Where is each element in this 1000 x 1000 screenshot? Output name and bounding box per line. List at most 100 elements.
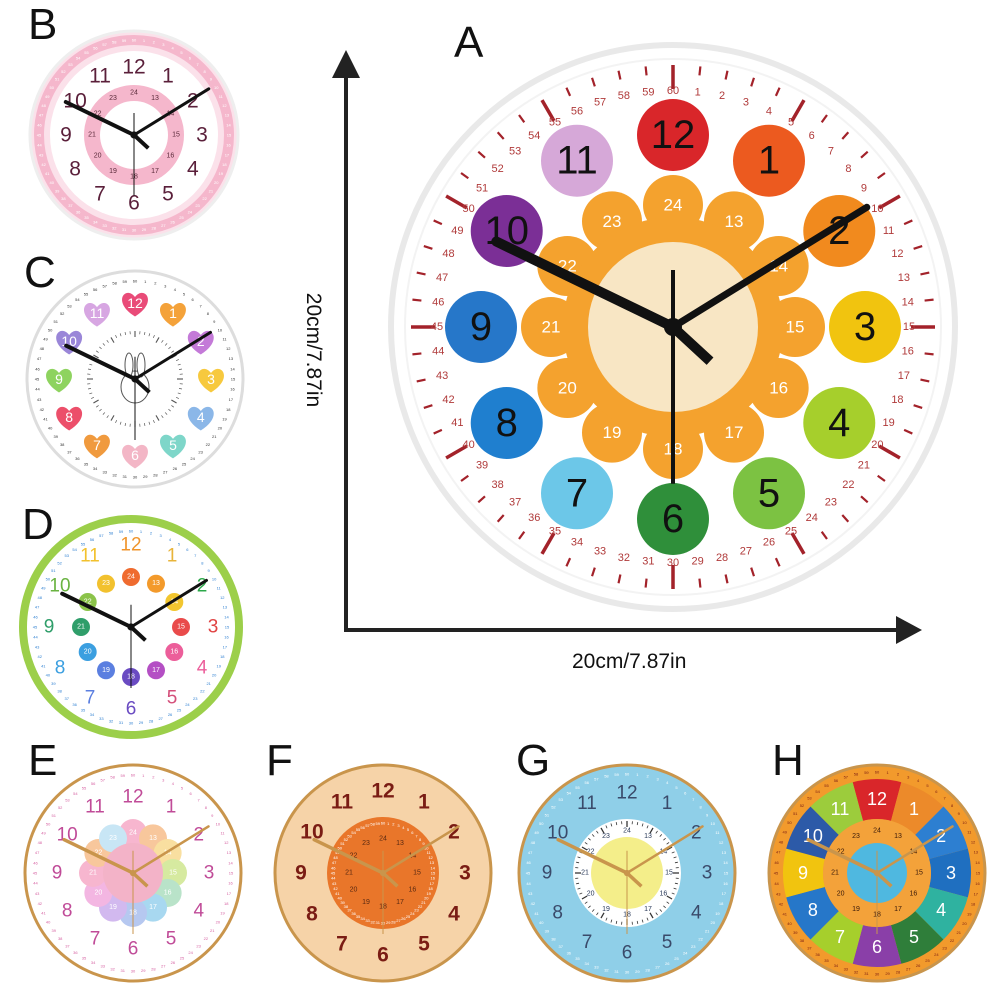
minute-number: 15 bbox=[903, 321, 915, 333]
hour24-number: 19 bbox=[109, 168, 117, 175]
minute-number: 42 bbox=[531, 901, 536, 906]
width-label: 20cm/7.87in bbox=[572, 650, 687, 673]
hour-number: 7 bbox=[582, 932, 593, 953]
minute-number: 45 bbox=[431, 321, 443, 333]
minute-number: 27 bbox=[655, 965, 660, 970]
minute-number: 41 bbox=[41, 664, 46, 669]
minute-number: 26 bbox=[168, 712, 173, 717]
minute-number: 58 bbox=[110, 775, 115, 780]
hour24-number: 15 bbox=[786, 318, 805, 337]
hour-number: 4 bbox=[936, 900, 946, 920]
minute-number: 48 bbox=[40, 346, 45, 351]
hour-number: 1 bbox=[166, 797, 177, 818]
hour24-number: 22 bbox=[587, 849, 595, 856]
minute-number: 37 bbox=[509, 496, 521, 508]
minute-number: 5 bbox=[181, 786, 184, 791]
hour24-number: 19 bbox=[102, 667, 110, 674]
hour24-number: 17 bbox=[152, 667, 160, 674]
minute-number: 29 bbox=[692, 556, 704, 568]
minute-number: 39 bbox=[53, 434, 58, 439]
minute-number: 21 bbox=[956, 930, 961, 935]
minute-number: 6 bbox=[189, 56, 192, 61]
minute-number: 14 bbox=[723, 860, 728, 865]
minute-hand bbox=[131, 825, 210, 875]
minute-number: 44 bbox=[526, 881, 531, 886]
minute-number: 4 bbox=[172, 781, 175, 786]
minute-number: 8 bbox=[951, 803, 954, 808]
minute-number: 15 bbox=[231, 377, 236, 382]
minute-number: 1 bbox=[695, 86, 701, 98]
minute-number: 4 bbox=[169, 537, 172, 542]
center-pin bbox=[623, 869, 631, 877]
clock-e: 60 1 2 3 4 5 6 7 8 9 10 11 12 13 14 15 16 17 18 19 20 21 22 23 2… bbox=[22, 762, 244, 984]
minute-number: 55 bbox=[824, 783, 829, 788]
minute-number: 16 bbox=[723, 881, 728, 886]
hour-segment bbox=[915, 886, 968, 940]
hour24-number: 20 bbox=[84, 649, 92, 656]
minute-number: 2 bbox=[150, 531, 153, 536]
minute-number: 21 bbox=[421, 900, 426, 905]
hour-number: 3 bbox=[208, 617, 219, 638]
minute-number: 17 bbox=[974, 891, 979, 896]
hour24-number: 13 bbox=[149, 835, 157, 842]
minute-number: 20 bbox=[214, 180, 219, 185]
hour-number: 8 bbox=[55, 658, 66, 679]
hour-number: 7 bbox=[90, 928, 101, 949]
minute-number: 34 bbox=[91, 960, 96, 965]
hour24-number: 23 bbox=[602, 833, 610, 840]
hour24-number: 24 bbox=[130, 90, 138, 97]
minute-number: 33 bbox=[844, 967, 849, 972]
minute-number: 6 bbox=[186, 547, 189, 552]
hour-number: 2 bbox=[197, 333, 205, 349]
minute-number: 45 bbox=[37, 133, 42, 138]
hour24-number: 23 bbox=[109, 95, 117, 102]
hour24-number: 17 bbox=[894, 906, 902, 913]
minute-hand bbox=[133, 330, 212, 381]
minute-number: 48 bbox=[333, 855, 338, 860]
minute-number: 16 bbox=[230, 387, 235, 392]
minute-number: 36 bbox=[72, 702, 77, 707]
minute-number: 39 bbox=[51, 928, 56, 933]
minute-number: 56 bbox=[834, 778, 839, 783]
minute-number: 15 bbox=[225, 625, 230, 630]
hour-number: 12 bbox=[122, 787, 143, 808]
minute-number: 60 bbox=[131, 773, 136, 778]
hour24-number: 16 bbox=[164, 890, 172, 897]
center-pin bbox=[131, 375, 139, 383]
minute-number: 13 bbox=[223, 605, 228, 610]
minute-number: 56 bbox=[571, 105, 583, 117]
hour24-number: 21 bbox=[77, 624, 85, 631]
minute-number: 46 bbox=[37, 123, 42, 128]
minute-number: 50 bbox=[337, 846, 342, 851]
minute-number: 37 bbox=[65, 696, 70, 701]
heart-icon bbox=[56, 406, 83, 431]
hour24-number: 13 bbox=[151, 95, 159, 102]
minute-number: 44 bbox=[774, 881, 779, 886]
minute-number: 40 bbox=[46, 920, 51, 925]
hour-number: 6 bbox=[622, 943, 633, 964]
minute-number: 18 bbox=[971, 902, 976, 907]
minute-number: 15 bbox=[724, 871, 729, 876]
minute-number: 29 bbox=[142, 227, 147, 232]
variant-label-b: B bbox=[28, 0, 58, 49]
minute-number: 13 bbox=[225, 113, 230, 118]
minute-number: 28 bbox=[149, 718, 154, 723]
minute-number: 31 bbox=[376, 920, 381, 925]
hour24-number: 16 bbox=[909, 891, 917, 898]
hour-number: 8 bbox=[69, 158, 81, 181]
minute-number: 46 bbox=[35, 366, 40, 371]
clock-h: 60 1 2 3 4 5 6 7 8 9 10 11 12 13 14 15 16 17 18 19 20 21 22 23 2… bbox=[766, 762, 988, 984]
minute-number: 56 bbox=[93, 287, 98, 292]
minute-number: 13 bbox=[974, 850, 979, 855]
minute-number: 54 bbox=[72, 547, 77, 552]
minute-number: 9 bbox=[422, 841, 425, 846]
minute-number: 51 bbox=[53, 319, 58, 324]
hour-number: 5 bbox=[162, 182, 174, 205]
hour-number: 6 bbox=[377, 944, 389, 967]
hour24-number: 20 bbox=[94, 890, 102, 897]
minute-number: 31 bbox=[123, 474, 128, 479]
minute-number: 32 bbox=[854, 969, 859, 974]
clock-d: 60 1 2 3 4 5 6 7 8 9 10 11 12 13 14 15 16 17 18 19 20 21 22 23 2… bbox=[19, 515, 243, 739]
hour-number: 2 bbox=[187, 90, 199, 113]
